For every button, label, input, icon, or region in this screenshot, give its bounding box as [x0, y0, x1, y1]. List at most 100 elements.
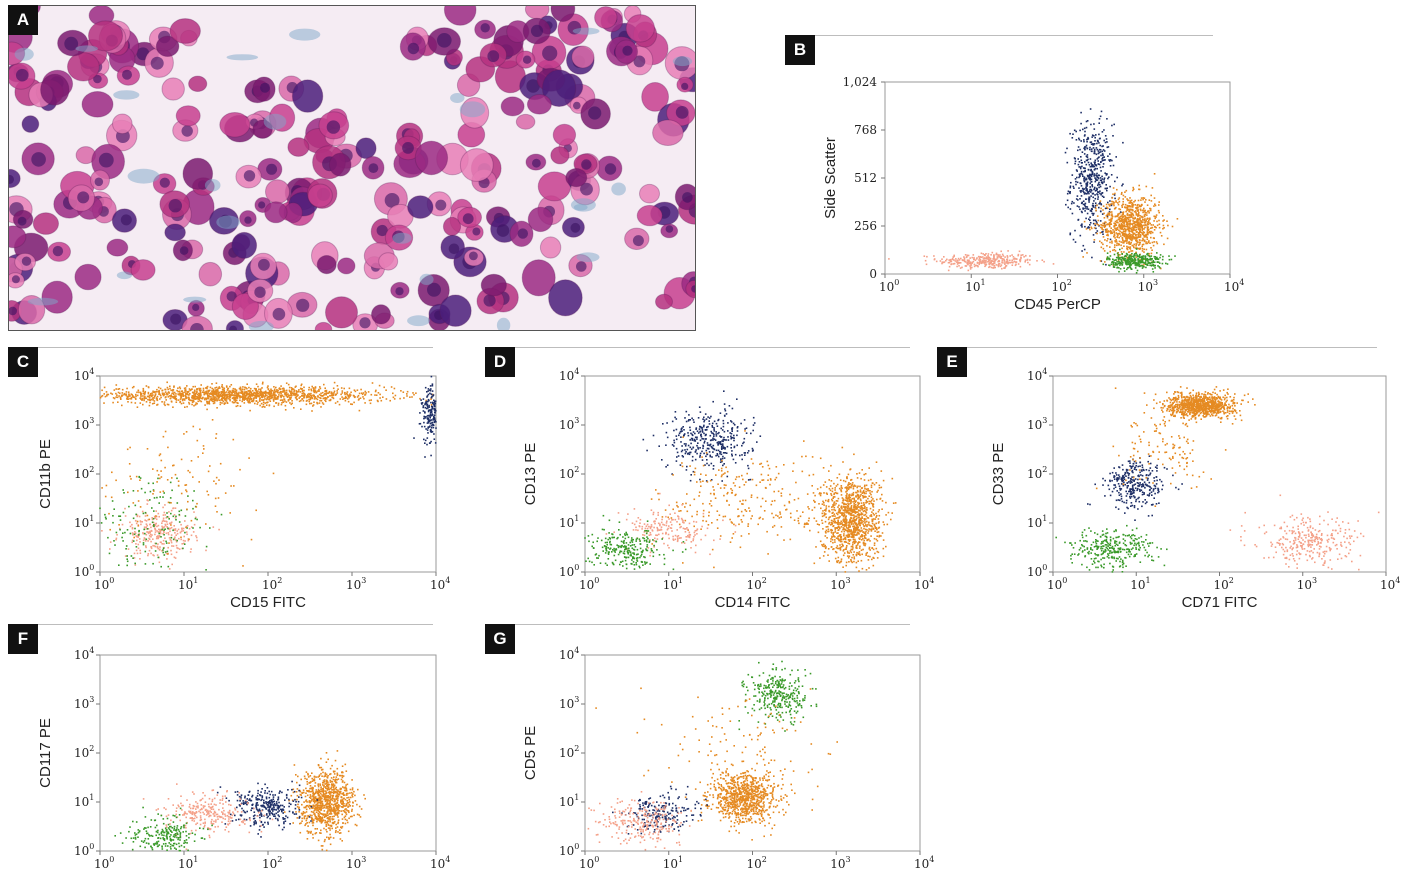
data-point — [1083, 167, 1085, 169]
data-point — [1125, 229, 1127, 231]
data-point — [121, 395, 123, 397]
data-point — [348, 401, 350, 403]
data-point — [108, 513, 110, 515]
data-point — [1142, 230, 1144, 232]
data-point — [117, 388, 119, 390]
data-point — [1093, 123, 1095, 125]
data-point — [386, 398, 388, 400]
data-point — [1111, 201, 1113, 203]
data-point — [179, 391, 181, 393]
data-point — [1117, 215, 1119, 217]
data-point — [725, 439, 727, 441]
data-point — [187, 391, 189, 393]
data-point — [1090, 222, 1092, 224]
data-point — [1101, 228, 1103, 230]
data-point — [658, 445, 660, 447]
cell-nucleus — [369, 163, 379, 173]
data-point — [1127, 205, 1129, 207]
data-point — [147, 540, 149, 542]
data-point — [1118, 204, 1120, 206]
data-point — [430, 441, 432, 443]
data-point — [703, 433, 705, 435]
data-point — [1089, 216, 1091, 218]
data-point — [186, 534, 188, 536]
data-point — [1125, 217, 1127, 219]
data-point — [184, 532, 186, 534]
data-point — [1093, 175, 1095, 177]
data-point — [1096, 205, 1098, 207]
data-point — [727, 446, 729, 448]
data-point — [203, 390, 205, 392]
data-point — [1098, 182, 1100, 184]
data-point — [1067, 200, 1069, 202]
data-point — [324, 400, 326, 402]
data-point — [156, 526, 158, 528]
cell-nucleus — [487, 50, 499, 62]
data-point — [888, 258, 890, 260]
data-point — [1083, 141, 1085, 143]
data-point — [157, 546, 159, 548]
data-point — [1142, 234, 1144, 236]
data-point — [1069, 192, 1071, 194]
data-point — [1129, 231, 1131, 233]
data-point — [215, 437, 217, 439]
data-point — [179, 521, 181, 523]
data-point — [1132, 220, 1134, 222]
data-point — [425, 407, 427, 409]
data-point — [1091, 210, 1093, 212]
data-point — [196, 389, 198, 391]
data-point — [1097, 230, 1099, 232]
data-point — [233, 402, 235, 404]
cell-nucleus — [588, 106, 601, 119]
data-point — [311, 410, 313, 412]
data-point — [117, 401, 119, 403]
data-point — [160, 542, 162, 544]
data-point — [1109, 200, 1111, 202]
data-point — [1107, 202, 1109, 204]
data-point — [1086, 148, 1088, 150]
data-point — [341, 396, 343, 398]
data-point — [158, 516, 160, 518]
data-point — [157, 548, 159, 550]
data-point — [1125, 196, 1127, 198]
data-point — [171, 542, 173, 544]
data-point — [382, 396, 384, 398]
data-point — [226, 385, 228, 387]
data-point — [1122, 206, 1124, 208]
data-point — [1144, 262, 1146, 264]
data-point — [124, 532, 126, 534]
cytoplasm-fragment — [264, 114, 287, 130]
data-point — [163, 514, 165, 516]
data-point — [109, 529, 111, 531]
cell-nucleus — [266, 164, 277, 175]
cell — [408, 196, 433, 219]
data-point — [273, 473, 275, 475]
data-point — [1094, 194, 1096, 196]
data-point — [274, 395, 276, 397]
data-point — [715, 431, 717, 433]
data-point — [1118, 261, 1120, 263]
data-point — [1103, 149, 1105, 151]
data-point — [187, 501, 189, 503]
cluster-3 — [99, 476, 222, 571]
data-point — [1131, 227, 1133, 229]
data-point — [1138, 233, 1140, 235]
data-point — [1150, 258, 1152, 260]
data-point — [146, 523, 148, 525]
data-point — [1092, 203, 1094, 205]
data-point — [266, 399, 268, 401]
y-axis-label: CD11b PE — [37, 439, 54, 509]
cell-nucleus — [18, 217, 27, 226]
data-point — [1127, 248, 1129, 250]
data-point — [209, 465, 211, 467]
data-point — [155, 550, 157, 552]
data-point — [205, 550, 207, 552]
data-point — [1147, 211, 1149, 213]
data-point — [134, 531, 136, 533]
data-point — [968, 260, 970, 262]
data-point — [194, 386, 196, 388]
data-point — [426, 444, 428, 446]
data-point — [1153, 220, 1155, 222]
data-point — [243, 399, 245, 401]
data-point — [268, 396, 270, 398]
